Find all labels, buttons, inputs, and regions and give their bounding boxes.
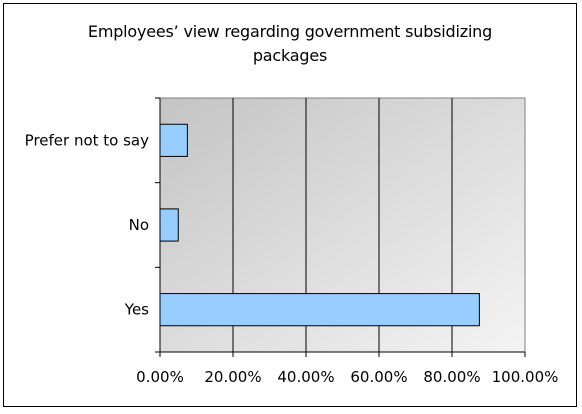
- axes: [155, 97, 526, 357]
- category-label: Yes: [124, 301, 149, 319]
- category-label: Prefer not to say: [25, 131, 149, 149]
- bar: [159, 208, 179, 242]
- x-tick-label: 100.00%: [492, 368, 559, 386]
- chart-title-line-2: packages: [252, 46, 328, 65]
- chart-title: Employees’ view regarding government sub…: [4, 20, 576, 68]
- bar: [159, 123, 188, 157]
- chart-title-line-1: Employees’ view regarding government sub…: [87, 22, 493, 41]
- x-tick-label: 20.00%: [204, 368, 261, 386]
- x-tick-label: 80.00%: [423, 368, 480, 386]
- x-tick-label: 40.00%: [277, 368, 334, 386]
- x-tick-label: 60.00%: [350, 368, 407, 386]
- labels: 0.00% 20.00% 40.00% 60.00% 80.00% 100.00% Pref…: [25, 131, 559, 386]
- category-label: No: [129, 216, 149, 234]
- bar: [159, 293, 480, 327]
- x-tick-label: 0.00%: [136, 368, 184, 386]
- bars: [159, 123, 480, 327]
